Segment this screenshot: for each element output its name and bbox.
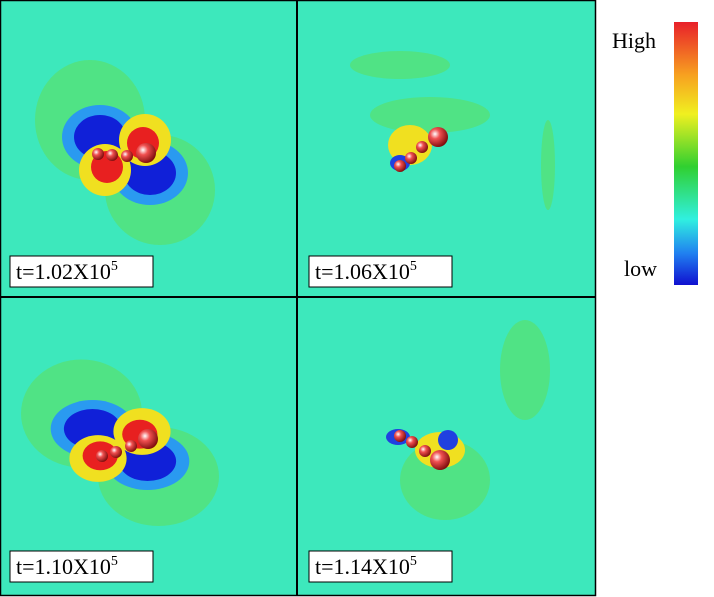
colorbar-low: low: [624, 256, 657, 281]
panel-label: t=1.02X105: [16, 259, 118, 284]
label-text: t=1.02X10: [16, 259, 111, 284]
label-exponent: 5: [410, 259, 417, 274]
panel-label: t=1.14X105: [315, 554, 417, 579]
colorbar-gradient: [674, 22, 698, 285]
colorbar-high: High: [612, 28, 656, 53]
label-text: t=1.10X10: [16, 554, 111, 579]
label-exponent: 5: [410, 554, 417, 569]
colorbar: High low: [612, 22, 698, 285]
label-text: t=1.14X10: [315, 554, 410, 579]
label-text: t=1.06X10: [315, 259, 410, 284]
label-exponent: 5: [111, 259, 118, 274]
panel-label: t=1.06X105: [315, 259, 417, 284]
panels: t=1.02X105 t=1.06X105 t=1.10X105 t=1.14X…: [0, 0, 597, 597]
label-exponent: 5: [111, 554, 118, 569]
panel-label: t=1.10X105: [16, 554, 118, 579]
